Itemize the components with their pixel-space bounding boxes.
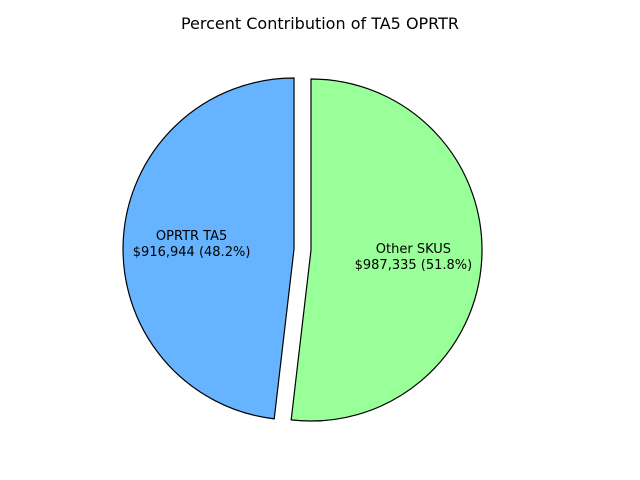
slice-label: OPRTR TA5 $916,944 (48.2%) bbox=[133, 229, 251, 260]
pie-labels: OPRTR TA5 $916,944 (48.2%) Other SKUS $987,… bbox=[133, 229, 472, 273]
slice-label-value: $916,944 (48.2%) bbox=[133, 245, 251, 260]
pie-slice-oprtr-ta5 bbox=[122, 77, 295, 420]
slice-label-name: Other SKUS bbox=[376, 242, 451, 257]
slice-label-name: OPRTR TA5 bbox=[156, 229, 227, 244]
pie-slice-other-skus bbox=[290, 78, 483, 422]
slice-label-value: $987,335 (51.8%) bbox=[355, 258, 473, 273]
chart-title: Percent Contribution of TA5 OPRTR bbox=[181, 14, 459, 33]
slice-label: Other SKUS $987,335 (51.8%) bbox=[355, 242, 473, 273]
pie-slices bbox=[122, 77, 483, 422]
